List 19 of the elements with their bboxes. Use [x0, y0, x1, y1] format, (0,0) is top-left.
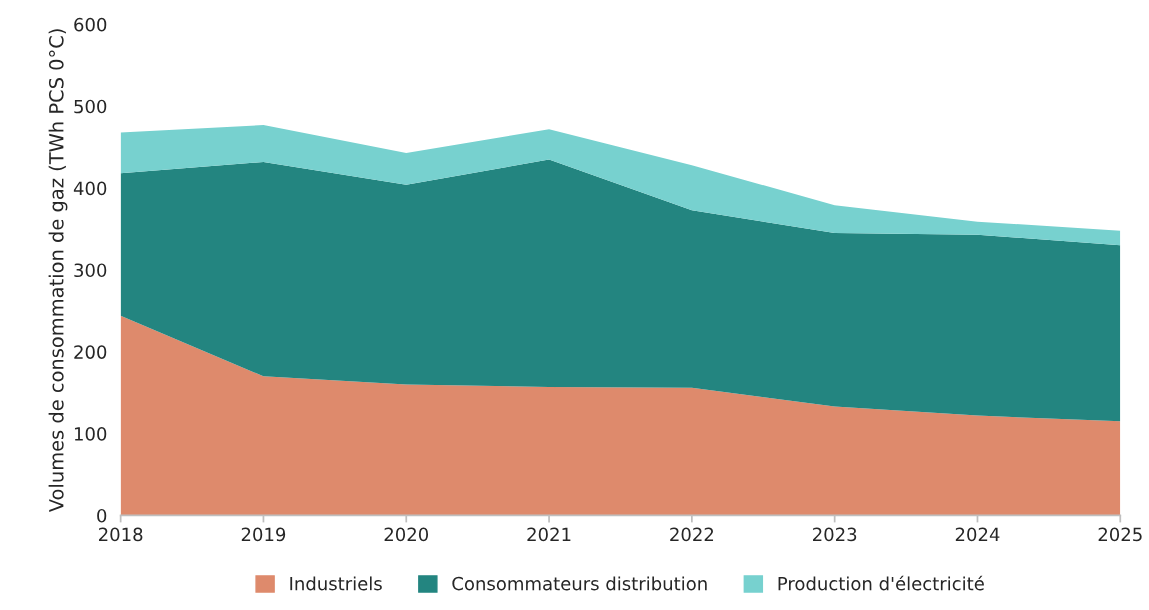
- legend-label: Production d'électricité: [778, 575, 984, 591]
- x-tick-label: 2023: [813, 527, 857, 542]
- y-tick-label: 600: [74, 17, 107, 32]
- y-tick-label: 400: [73, 181, 107, 196]
- x-tick-label: 2019: [241, 527, 286, 542]
- x-tick-label: 2021: [527, 527, 571, 542]
- y-tick-label: 300: [74, 263, 107, 278]
- x-tick-label: 2022: [670, 527, 714, 542]
- y-tick-label: 0: [97, 508, 107, 523]
- y-tick-label: 500: [74, 99, 107, 114]
- y-tick-label: 100: [74, 427, 107, 441]
- legend-label: Industriels: [290, 576, 382, 591]
- x-tick-label: 2025: [1098, 527, 1142, 542]
- x-tick-label: 2018: [98, 527, 143, 542]
- x-tick-label: 2020: [384, 527, 429, 542]
- x-tick-label: 2024: [955, 527, 1000, 542]
- y-tick-label: 200: [74, 345, 107, 359]
- legend-label: Consommateurs distribution: [452, 576, 707, 591]
- y-axis-title: Volumes de consommation de gaz (TWh PCS 0°C): [48, 29, 68, 513]
